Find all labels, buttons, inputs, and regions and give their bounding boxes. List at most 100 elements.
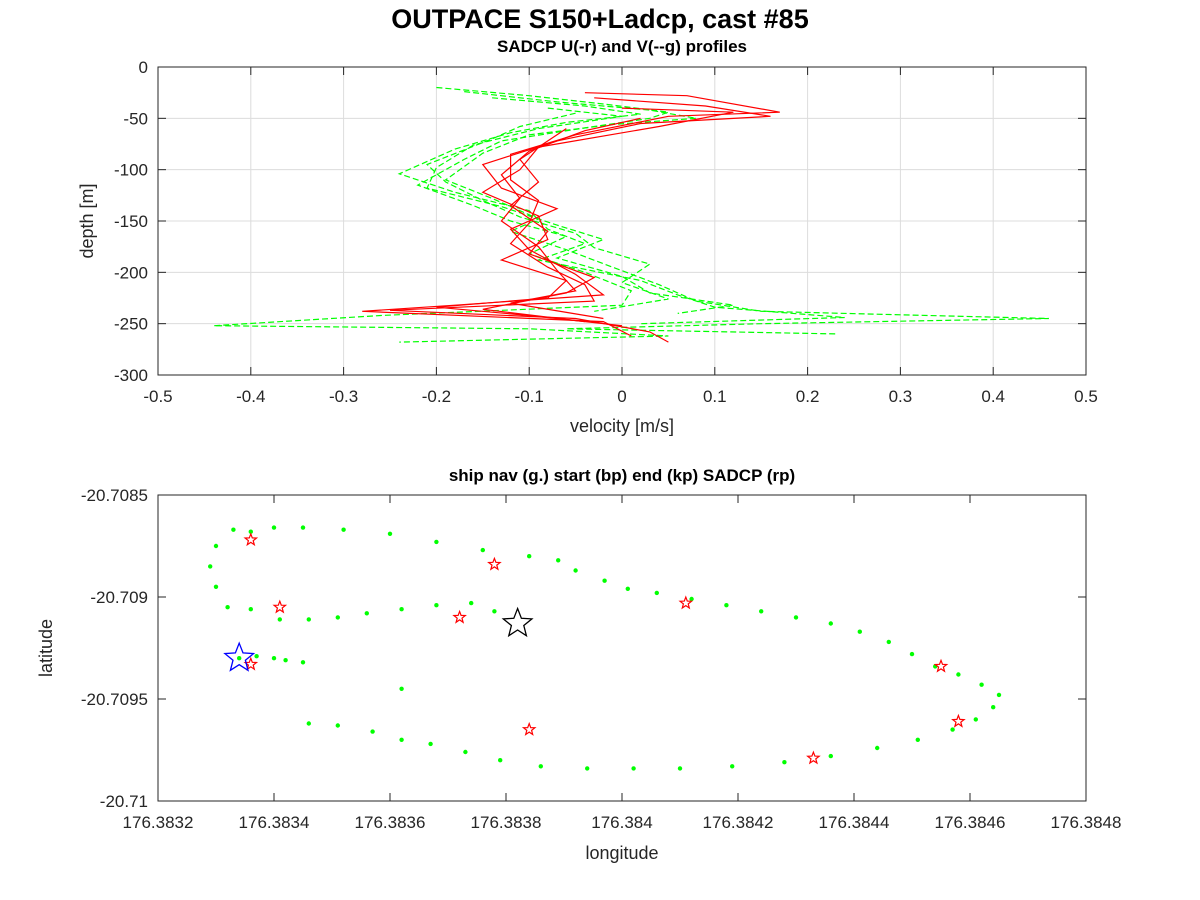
profile-xtick-label: -0.1 <box>515 387 544 406</box>
nav-axes-box <box>157 494 1087 802</box>
end-point <box>501 606 534 638</box>
nav-point <box>387 531 393 536</box>
nav-point <box>341 527 346 532</box>
nav-point <box>237 656 242 661</box>
nav-point <box>654 590 659 596</box>
nav-point <box>283 658 288 663</box>
nav-point <box>538 764 543 769</box>
nav-point <box>689 596 694 602</box>
profile-xtick-label: -0.4 <box>236 387 265 406</box>
sadcp-point <box>678 595 694 610</box>
nav-point <box>306 617 311 622</box>
nav-point <box>759 609 764 614</box>
nav-point <box>631 766 636 771</box>
profile-panel: SADCP U(-r) and V(--g) profiles -0.5 -0.4… <box>77 37 1098 436</box>
profile-xlabel: velocity [m/s] <box>570 416 674 436</box>
nav-point <box>625 586 630 591</box>
nav-point <box>231 527 236 532</box>
nav-point <box>956 672 961 677</box>
nav-point <box>469 600 474 606</box>
start-point <box>223 641 256 672</box>
nav-point <box>364 611 369 616</box>
nav-point <box>254 654 259 659</box>
nav-point <box>300 660 306 665</box>
nav-point <box>271 656 277 661</box>
nav-point <box>399 686 404 691</box>
profile-ticks: -0.5 -0.4 -0.3 -0.2 -0.1 0 0.1 0.2 0.3 0.4 0.5 0 -50… <box>114 58 1098 406</box>
nav-point <box>277 617 282 622</box>
profile-ylabel: depth [m] <box>77 183 97 258</box>
profile-ytick-label: -50 <box>123 109 148 128</box>
nav-point <box>991 705 996 710</box>
nav-point <box>399 737 404 742</box>
u-velocity-profile <box>362 97 771 337</box>
profile-xtick-label: 0.3 <box>889 387 913 406</box>
v-velocity-profile <box>213 86 669 343</box>
figure-title: OUTPACE S150+Ladcp, cast #85 <box>391 4 808 34</box>
nav-point <box>782 760 787 765</box>
nav-point <box>915 737 920 742</box>
nav-point <box>434 539 439 545</box>
nav-xtick-label: 176.3848 <box>1051 813 1122 832</box>
nav-ticks: 176.3832 176.3834 176.3836 176.3838 176.384 1… <box>81 486 1122 832</box>
nav-point <box>300 525 306 530</box>
u-velocity-profile <box>500 117 641 320</box>
profile-xtick-label: 0.1 <box>703 387 727 406</box>
profile-xtick-label: -0.5 <box>143 387 172 406</box>
nav-xtick-label: 176.3842 <box>703 813 774 832</box>
profile-grid <box>157 66 1087 376</box>
nav-xtick-label: 176.3846 <box>935 813 1006 832</box>
nav-point <box>271 525 277 530</box>
nav-xtick-label: 176.3836 <box>355 813 426 832</box>
sadcp-point <box>452 609 467 624</box>
nav-point <box>828 621 833 626</box>
sadcp-point <box>933 658 949 673</box>
nav-xtick-label: 176.3834 <box>239 813 310 832</box>
nav-point <box>996 692 1002 698</box>
nav-point <box>480 547 485 553</box>
nav-xtick-label: 176.3844 <box>819 813 890 832</box>
sadcp-point <box>243 532 259 547</box>
nav-xtick-label: 176.3838 <box>471 813 542 832</box>
nav-points-group <box>208 525 1002 771</box>
profile-xtick-label: -0.2 <box>422 387 451 406</box>
nav-point <box>208 564 213 569</box>
nav-point <box>248 607 253 612</box>
v-velocity-profile <box>444 91 1049 335</box>
nav-point <box>602 578 607 583</box>
v-velocity-profile <box>425 112 669 312</box>
u-velocity-profile <box>436 107 734 327</box>
nav-point <box>979 682 984 687</box>
nav-point <box>248 529 253 534</box>
u-velocity-profile <box>482 128 596 323</box>
nav-point <box>875 745 880 751</box>
nav-point <box>306 721 311 726</box>
nav-point <box>370 729 375 734</box>
profile-xtick-label: 0.5 <box>1074 387 1098 406</box>
u-velocity-profile <box>389 92 780 343</box>
profile-xtick-label: 0.2 <box>796 387 820 406</box>
nav-point <box>225 605 230 610</box>
nav-point <box>573 568 578 573</box>
nav-point <box>434 603 439 608</box>
nav-ytick-label: -20.709 <box>90 588 148 607</box>
nav-point <box>335 723 340 728</box>
nav-point <box>973 717 978 722</box>
nav-point <box>730 764 735 769</box>
nav-ytick-label: -20.7085 <box>81 486 148 505</box>
nav-point <box>428 741 433 747</box>
profile-ytick-label: -150 <box>114 212 148 231</box>
profile-ytick-label: -100 <box>114 161 148 180</box>
nav-ytick-label: -20.7095 <box>81 690 148 709</box>
v-velocity-profile <box>426 107 734 314</box>
nav-point <box>828 753 833 759</box>
sadcp-point <box>272 599 288 614</box>
sadcp-point <box>806 750 821 765</box>
profile-title: SADCP U(-r) and V(--g) profiles <box>497 37 747 56</box>
nav-point <box>585 766 590 771</box>
profile-ytick-label: 0 <box>139 58 148 77</box>
nav-point <box>886 639 891 645</box>
nav-point <box>724 603 729 608</box>
profile-xtick-label: 0 <box>617 387 626 406</box>
